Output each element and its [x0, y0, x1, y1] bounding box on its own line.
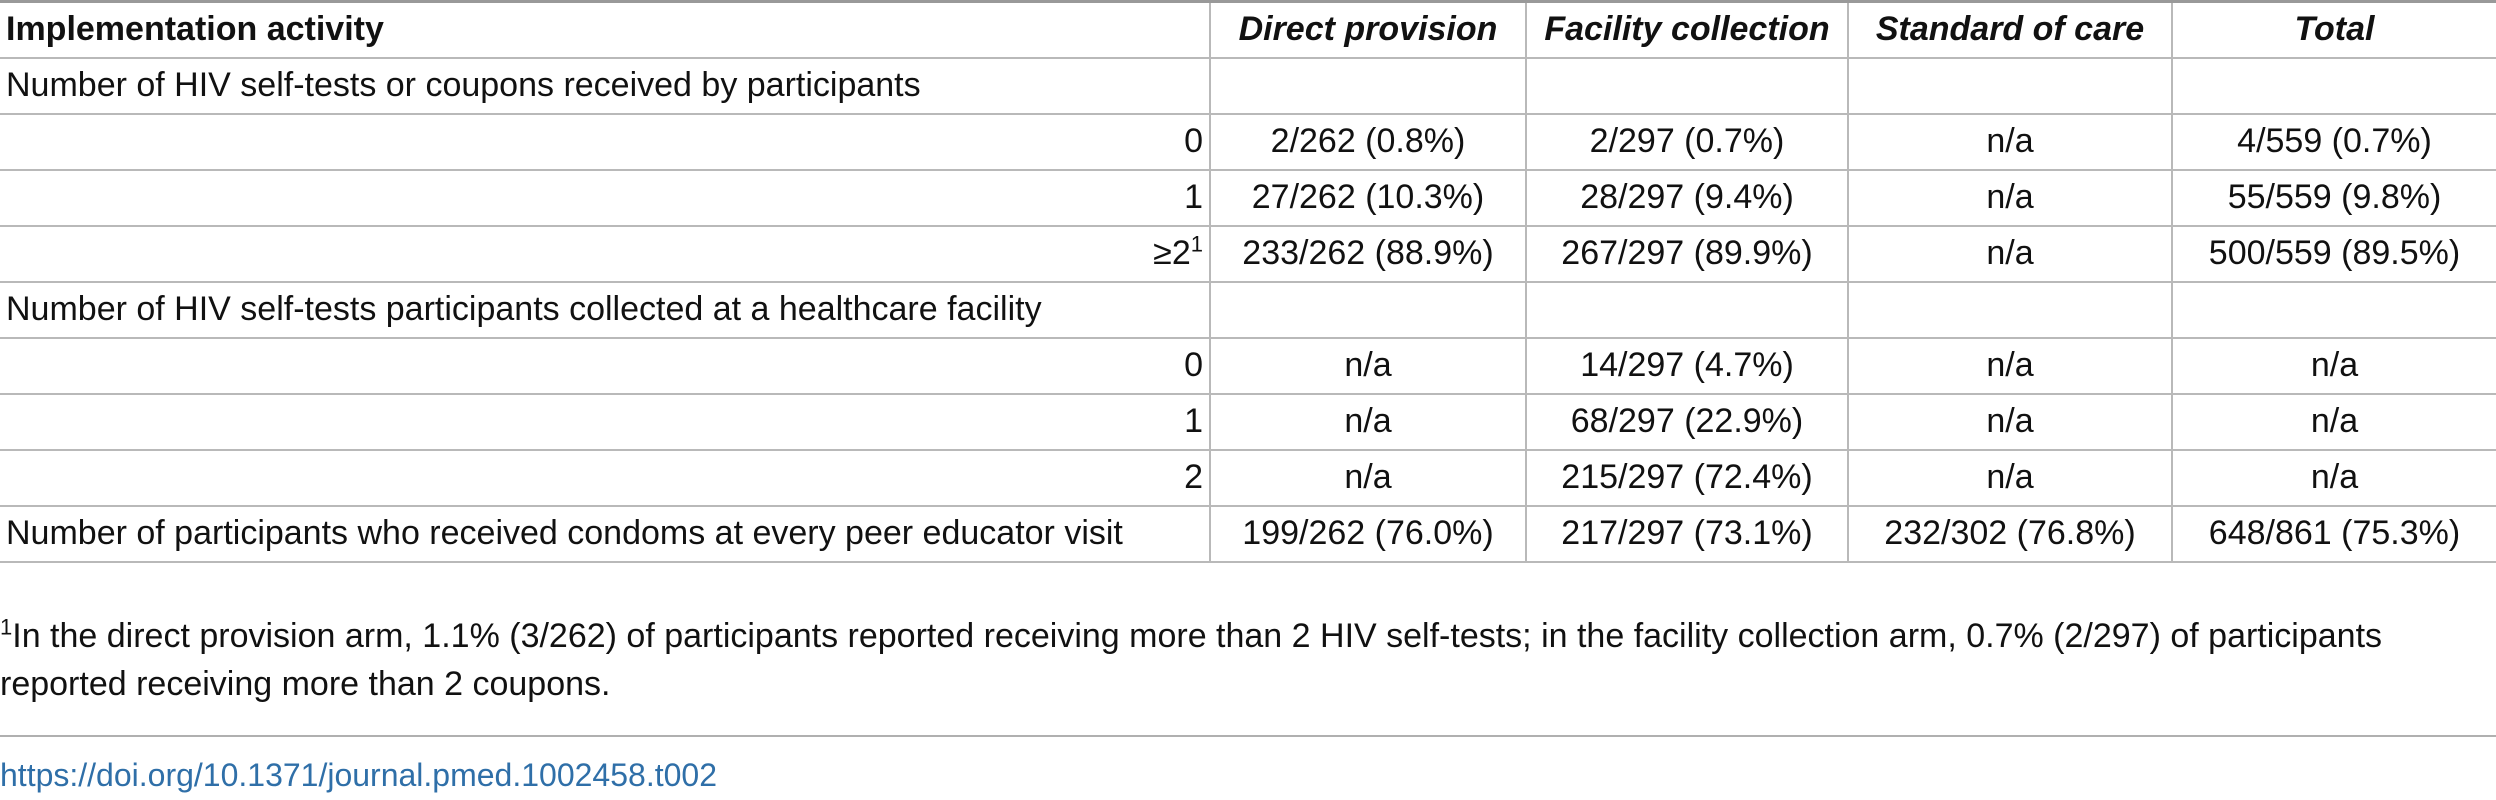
- empty-cell: [1847, 280, 2173, 339]
- cell-standard-of-care: n/a: [1847, 224, 2173, 283]
- table-row: 0 n/a 14/297 (4.7%) n/a n/a: [0, 336, 2496, 395]
- cell-facility-collection: 215/297 (72.4%): [1525, 448, 1849, 507]
- cell-standard-of-care: n/a: [1847, 336, 2173, 395]
- table-row: 1 n/a 68/297 (22.9%) n/a n/a: [0, 392, 2496, 451]
- cell-total: n/a: [2171, 392, 2496, 451]
- cell-facility-collection: 217/297 (73.1%): [1525, 504, 1849, 563]
- results-table: Implementation activity Direct provision…: [0, 0, 2496, 563]
- row-label: Number of participants who received cond…: [0, 504, 1211, 563]
- cell-total: n/a: [2171, 448, 2496, 507]
- cell-total: 500/559 (89.5%): [2171, 224, 2496, 283]
- footnote-text: In the direct provision arm, 1.1% (3/262…: [0, 617, 2383, 703]
- section-row: Number of HIV self-tests or coupons rece…: [0, 56, 2496, 115]
- empty-cell: [1525, 56, 1849, 115]
- cell-total: 648/861 (75.3%): [2171, 504, 2496, 563]
- cell-direct-provision: 199/262 (76.0%): [1209, 504, 1527, 563]
- empty-cell: [2171, 56, 2496, 115]
- cell-standard-of-care: 232/302 (76.8%): [1847, 504, 2173, 563]
- empty-cell: [2171, 280, 2496, 339]
- row-label: 0: [0, 336, 1211, 395]
- cell-direct-provision: n/a: [1209, 448, 1527, 507]
- cell-facility-collection: 28/297 (9.4%): [1525, 168, 1849, 227]
- table-row: 1 27/262 (10.3%) 28/297 (9.4%) n/a 55/55…: [0, 168, 2496, 227]
- footnote-marker: 1: [0, 614, 13, 640]
- cell-standard-of-care: n/a: [1847, 168, 2173, 227]
- cell-facility-collection: 267/297 (89.9%): [1525, 224, 1849, 283]
- cell-direct-provision: 27/262 (10.3%): [1209, 168, 1527, 227]
- empty-cell: [1209, 280, 1527, 339]
- table-footnote: 1In the direct provision arm, 1.1% (3/26…: [0, 612, 2440, 708]
- cell-standard-of-care: n/a: [1847, 448, 2173, 507]
- divider: [0, 735, 2496, 737]
- footnote-marker: 1: [1190, 231, 1203, 257]
- header-direct-provision: Direct provision: [1209, 0, 1527, 59]
- empty-cell: [1209, 56, 1527, 115]
- cell-facility-collection: 68/297 (22.9%): [1525, 392, 1849, 451]
- doi-link[interactable]: https://doi.org/10.1371/journal.pmed.100…: [0, 757, 717, 793]
- cell-direct-provision: n/a: [1209, 392, 1527, 451]
- table-row: Number of participants who received cond…: [0, 504, 2496, 563]
- cell-standard-of-care: n/a: [1847, 112, 2173, 171]
- cell-total: n/a: [2171, 336, 2496, 395]
- header-standard-of-care: Standard of care: [1847, 0, 2173, 59]
- row-label: 2: [0, 448, 1211, 507]
- row-label: ≥21: [0, 224, 1211, 283]
- header-implementation-activity: Implementation activity: [0, 0, 1211, 59]
- empty-cell: [1847, 56, 2173, 115]
- row-label: 0: [0, 112, 1211, 171]
- section-label: Number of HIV self-tests or coupons rece…: [0, 56, 1211, 115]
- header-row: Implementation activity Direct provision…: [0, 0, 2496, 59]
- cell-direct-provision: 233/262 (88.9%): [1209, 224, 1527, 283]
- row-label: 1: [0, 392, 1211, 451]
- cell-direct-provision: n/a: [1209, 336, 1527, 395]
- cell-facility-collection: 14/297 (4.7%): [1525, 336, 1849, 395]
- section-label: Number of HIV self-tests participants co…: [0, 280, 1211, 339]
- header-facility-collection: Facility collection: [1525, 0, 1849, 59]
- row-label-text: ≥2: [1153, 234, 1191, 272]
- table-row: 2 n/a 215/297 (72.4%) n/a n/a: [0, 448, 2496, 507]
- cell-total: 55/559 (9.8%): [2171, 168, 2496, 227]
- empty-cell: [1525, 280, 1849, 339]
- table-row: 0 2/262 (0.8%) 2/297 (0.7%) n/a 4/559 (0…: [0, 112, 2496, 171]
- row-label: 1: [0, 168, 1211, 227]
- section-row: Number of HIV self-tests participants co…: [0, 280, 2496, 339]
- cell-facility-collection: 2/297 (0.7%): [1525, 112, 1849, 171]
- cell-direct-provision: 2/262 (0.8%): [1209, 112, 1527, 171]
- header-total: Total: [2171, 0, 2496, 59]
- cell-standard-of-care: n/a: [1847, 392, 2173, 451]
- cell-total: 4/559 (0.7%): [2171, 112, 2496, 171]
- table-row: ≥21 233/262 (88.9%) 267/297 (89.9%) n/a …: [0, 224, 2496, 283]
